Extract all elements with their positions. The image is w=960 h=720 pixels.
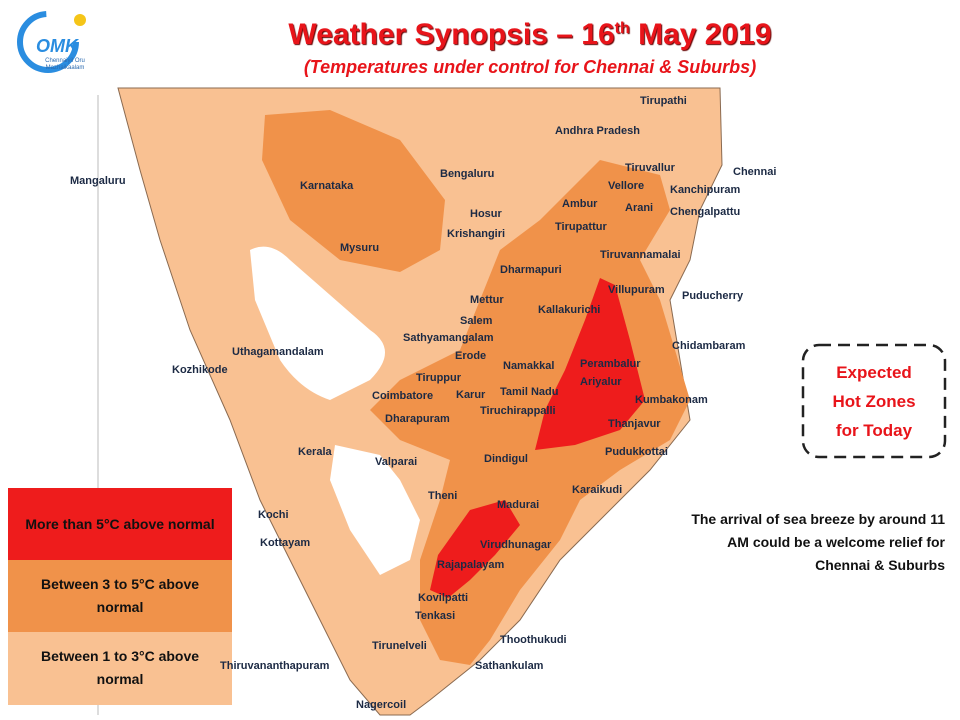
place-label: Villupuram <box>608 284 665 296</box>
title-sup: th <box>614 20 630 37</box>
place-label: Thanjavur <box>608 418 661 430</box>
place-label: Dharapuram <box>385 413 450 425</box>
place-label: Tiruvallur <box>625 162 675 174</box>
logo-tagline: Chennaiyil Oru Mazhaikaalam <box>45 58 85 71</box>
place-label: Tenkasi <box>415 610 456 622</box>
place-label: Madurai <box>497 499 540 511</box>
place-label: Rajapalayam <box>437 559 505 571</box>
place-label: Kovilpatti <box>418 592 469 604</box>
place-label: Sathyamangalam <box>403 332 494 344</box>
moderate-zone <box>262 110 445 272</box>
place-label: Mangaluru <box>70 175 126 187</box>
place-label: Perambalur <box>580 358 641 370</box>
place-label: Mysuru <box>340 242 380 254</box>
place-label: Sathankulam <box>475 660 544 672</box>
place-label: Tirupattur <box>555 221 607 233</box>
place-label: Krishangiri <box>447 228 506 240</box>
place-label: Arani <box>625 202 654 214</box>
callout: Expected Hot Zones for Today <box>832 363 916 440</box>
place-label: Tiruvannamalai <box>600 249 681 261</box>
place-label: Nagercoil <box>356 699 407 711</box>
legend-label: Between 3 to 5°C above normal <box>40 576 200 615</box>
legend-label: Between 1 to 3°C above normal <box>40 648 200 687</box>
place-label: Puducherry <box>682 290 744 302</box>
place-label: Kanchipuram <box>670 184 741 196</box>
place-label: Tirunelveli <box>372 640 427 652</box>
title: Weather Synopsis – 16th May 2019 <box>130 18 930 52</box>
logo-ring <box>17 11 79 73</box>
place-label: Kumbakonam <box>635 394 708 406</box>
place-label: Dindigul <box>484 453 528 465</box>
place-label: Karur <box>456 389 486 401</box>
place-label: Coimbatore <box>372 390 434 402</box>
place-label: Salem <box>460 315 493 327</box>
place-label: Hosur <box>470 208 502 220</box>
place-label: Tirupathi <box>640 95 687 107</box>
place-label: Valparai <box>375 456 418 468</box>
place-label: Tiruchirappalli <box>480 405 556 417</box>
place-label: Ariyalur <box>580 376 622 388</box>
place-label: Chennai <box>733 166 777 178</box>
hot-zone <box>430 500 520 598</box>
place-label: Karnataka <box>300 180 354 192</box>
legend-swatch <box>8 632 232 705</box>
place-label: Virudhunagar <box>480 539 552 551</box>
place-label: Kerala <box>298 446 332 458</box>
place-label: Pudukkottai <box>605 446 668 458</box>
legend-swatch <box>8 488 232 560</box>
callout-box <box>801 343 947 459</box>
place-label: Kottayam <box>260 537 311 549</box>
place-label: Namakkal <box>503 360 555 372</box>
place-label: Chidambaram <box>672 340 746 352</box>
place-label: Uthagamandalam <box>232 346 324 358</box>
subtitle: (Temperatures under control for Chennai … <box>303 57 757 77</box>
place-label: Mettur <box>470 294 504 306</box>
hot-zone <box>535 278 645 450</box>
place-label: Kochi <box>258 509 289 521</box>
place-label: Thiruvananthapuram <box>220 660 330 672</box>
place-label: Kallakurichi <box>538 304 601 316</box>
title-text: Weather Synopsis – 16 <box>288 18 615 51</box>
legend-label: More than 5°C above normal <box>25 515 215 532</box>
normal-zone <box>250 246 385 400</box>
logo-sun <box>74 14 86 26</box>
place-label: Andhra Pradesh <box>555 125 640 137</box>
place-label: Ambur <box>562 198 598 210</box>
place-label: Tiruppur <box>416 372 462 384</box>
place-label: Kozhikode <box>172 364 228 376</box>
place-label: Dharmapuri <box>500 264 562 276</box>
logo-name: OMK <box>36 36 78 56</box>
note: The arrival of sea breeze by around 11 A… <box>691 511 945 573</box>
title-text: May 2019 <box>629 18 772 51</box>
place-label: Tamil Nadu <box>500 386 559 398</box>
place-label: Erode <box>455 350 487 362</box>
legend-swatch <box>8 560 232 632</box>
place-label: Karaikudi <box>572 484 623 496</box>
normal-zone <box>330 445 420 575</box>
place-label: Thoothukudi <box>500 634 567 646</box>
place-label: Theni <box>428 490 458 502</box>
place-label: Chengalpattu <box>670 206 741 218</box>
place-label: Bengaluru <box>440 168 495 180</box>
place-label: Vellore <box>608 180 645 192</box>
